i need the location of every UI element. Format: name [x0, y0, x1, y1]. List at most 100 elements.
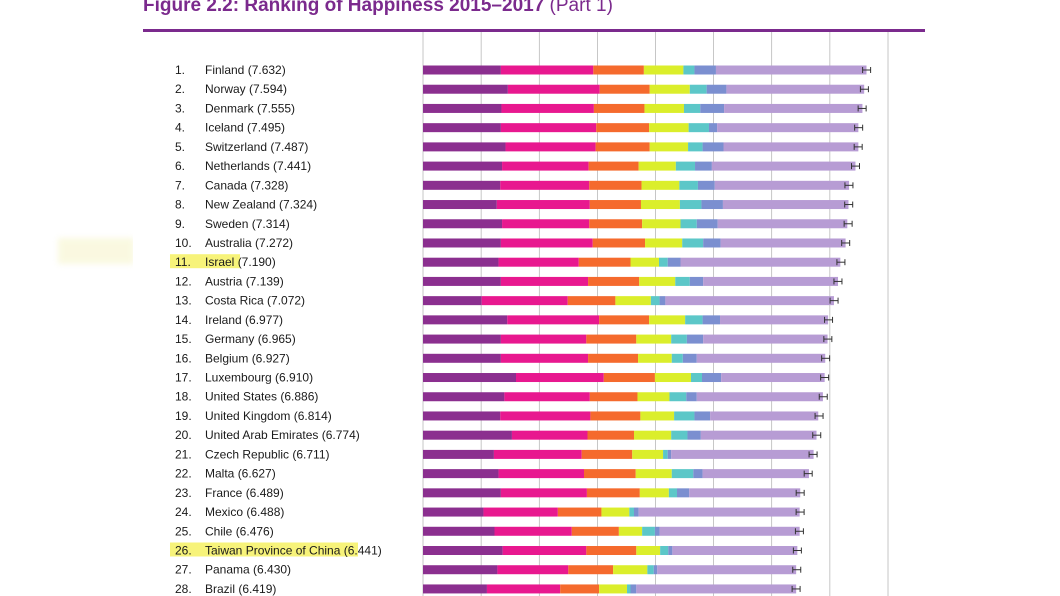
bar-segment [680, 257, 841, 267]
bar-segment [696, 219, 718, 229]
country-name: Finland [205, 63, 248, 77]
rank-label: 12. [175, 274, 192, 288]
bar-segment [568, 565, 614, 575]
bar-segment [675, 276, 690, 286]
bar-segment [687, 430, 701, 440]
bar-segment [668, 488, 678, 498]
bar-segment [588, 353, 639, 363]
rank-label: 14. [175, 313, 192, 327]
bar-segment [500, 123, 597, 133]
bar-segment [672, 546, 798, 555]
bar-segment [700, 430, 817, 440]
chart-row: 11. Israel (7.190) [170, 254, 846, 269]
bar-segment [649, 84, 690, 94]
chart-row: 1. Finland (7.632) [175, 63, 872, 77]
rank-label: 25. [175, 524, 192, 538]
bar-segment [668, 546, 673, 555]
bar-segment [650, 296, 660, 306]
country-score: (6.627) [238, 467, 276, 481]
country-name: Germany [205, 332, 258, 346]
chart-row: 4. Iceland (7.495) [175, 121, 864, 135]
bar-segment [638, 353, 672, 363]
country-score: (7.441) [273, 159, 311, 173]
bar-segment [702, 469, 809, 479]
country-label: Panama (6.430) [205, 563, 291, 577]
bar-segment [689, 488, 801, 498]
chart-row: 3. Denmark (7.555) [175, 101, 867, 115]
country-label: Czech Republic (6.711) [205, 447, 330, 461]
bar-segment [703, 276, 839, 286]
bar-segment [423, 296, 482, 306]
country-name: Panama [205, 563, 253, 577]
bar-segment [671, 449, 814, 459]
rank-label: 6. [175, 159, 185, 173]
bar-segment [423, 584, 487, 594]
country-name: Netherlands [205, 159, 273, 173]
bar-segment [592, 238, 646, 248]
bar-segment [689, 84, 707, 94]
bar-segment [599, 315, 650, 325]
highlight-marker [170, 254, 240, 269]
bar-segment [500, 238, 593, 248]
bar-segment [423, 142, 506, 152]
bar-segment [586, 546, 637, 555]
bar-segment [578, 257, 631, 267]
country-score: (6.886) [280, 390, 318, 404]
country-name: Denmark [205, 101, 257, 115]
country-label: Norway (7.594) [205, 82, 287, 96]
bar-segment [629, 507, 634, 517]
country-label: Switzerland (7.487) [205, 140, 308, 154]
bar-segment [649, 123, 689, 133]
bar-segment [603, 373, 655, 383]
bar-segment [423, 257, 499, 267]
bar-segment [627, 584, 631, 594]
chart-row: 10. Australia (7.272) [175, 236, 851, 250]
bar-segment [632, 449, 664, 459]
bar-segment [560, 584, 600, 594]
bar-segment [677, 488, 690, 498]
bar-segment [640, 411, 675, 421]
country-name: Iceland [205, 121, 247, 135]
bar-segment [703, 334, 828, 344]
country-score: (6.965) [258, 332, 296, 346]
bar-segment [493, 449, 582, 459]
bar-segment [423, 180, 501, 190]
chart-row: 25. Chile (6.476) [175, 524, 804, 538]
bar-segment [633, 507, 639, 517]
country-label: Malta (6.627) [205, 467, 276, 481]
country-label: Mexico (6.488) [205, 505, 284, 519]
country-score: (6.814) [294, 409, 332, 423]
bar-segment [682, 238, 704, 248]
bar-segment [637, 392, 670, 402]
country-label: New Zealand (7.324) [205, 198, 317, 212]
bar-segment [726, 84, 865, 94]
bar-segment [644, 103, 684, 113]
rank-label: 10. [175, 236, 192, 250]
bar-segment [654, 373, 691, 383]
chart-row: 2. Norway (7.594) [175, 82, 869, 96]
rank-label: 9. [175, 217, 185, 231]
left-backdrop [0, 0, 133, 596]
country-name: Brazil [205, 582, 238, 596]
bar-segment [500, 276, 589, 286]
bar-segment [502, 546, 587, 555]
rank-label: 21. [175, 447, 192, 461]
country-score: (7.632) [248, 63, 286, 77]
country-score: (7.272) [255, 236, 293, 250]
country-name: France [205, 486, 246, 500]
right-backdrop [928, 0, 1060, 596]
bar-segment [710, 411, 819, 421]
rank-label: 28. [175, 582, 192, 596]
country-label: Taiwan Province of China (6.441) [205, 544, 382, 558]
chart-row: 13. Costa Rica (7.072) [175, 294, 839, 308]
bar-segment [423, 276, 501, 286]
bar-segment [587, 430, 634, 440]
rank-label: 16. [175, 351, 192, 365]
bar-segment [589, 392, 638, 402]
faded-highlight-backdrop [58, 238, 134, 264]
chart-row: 5. Switzerland (7.487) [175, 140, 863, 154]
bar-segment [500, 411, 591, 421]
bar-segment [423, 392, 505, 402]
bar-segment [423, 411, 501, 421]
bar-segment [586, 488, 640, 498]
